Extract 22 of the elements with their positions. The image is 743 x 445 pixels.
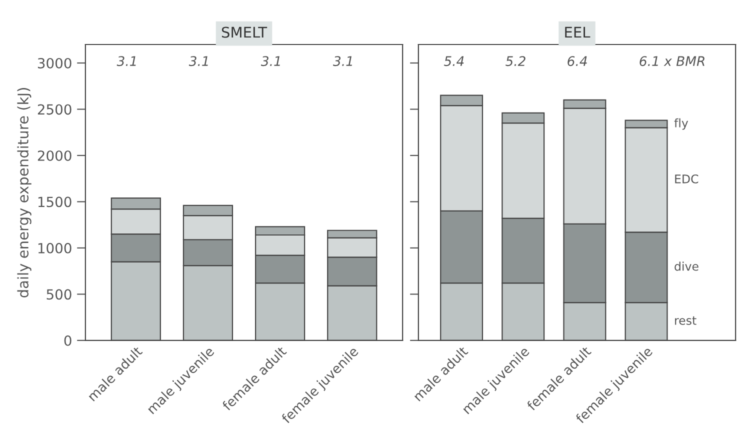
y-tick-label: 0 bbox=[64, 335, 72, 346]
chart-title: SMELT bbox=[222, 26, 268, 38]
series-label: rest bbox=[675, 316, 696, 325]
annotation: 3.1 bbox=[333, 56, 352, 66]
y-tick-label: 1500 bbox=[38, 196, 72, 208]
y-axis-title: daily energy expenditure (kJ) bbox=[17, 88, 32, 298]
annotation: 3.1 bbox=[260, 56, 280, 66]
annotation: 3.1 bbox=[188, 56, 208, 66]
y-tick-label: 2000 bbox=[38, 150, 72, 161]
y-tick-label: 1000 bbox=[38, 242, 72, 254]
y-tick-label: 2500 bbox=[38, 104, 72, 115]
series-label: fly bbox=[674, 118, 688, 130]
annotation: 5.2 bbox=[506, 56, 526, 66]
chart-title: EEL bbox=[565, 26, 590, 38]
series-label: EDC bbox=[675, 174, 698, 184]
annotation: 3.1 bbox=[116, 56, 136, 66]
y-tick-label: 500 bbox=[46, 289, 72, 300]
annotation: 6.4 bbox=[568, 56, 587, 66]
series-label: dive bbox=[674, 262, 698, 271]
annotation: 5.4 bbox=[444, 56, 464, 66]
y-tick-label: 3000 bbox=[38, 58, 72, 68]
annotation: 6.1 x BMR bbox=[640, 56, 704, 66]
